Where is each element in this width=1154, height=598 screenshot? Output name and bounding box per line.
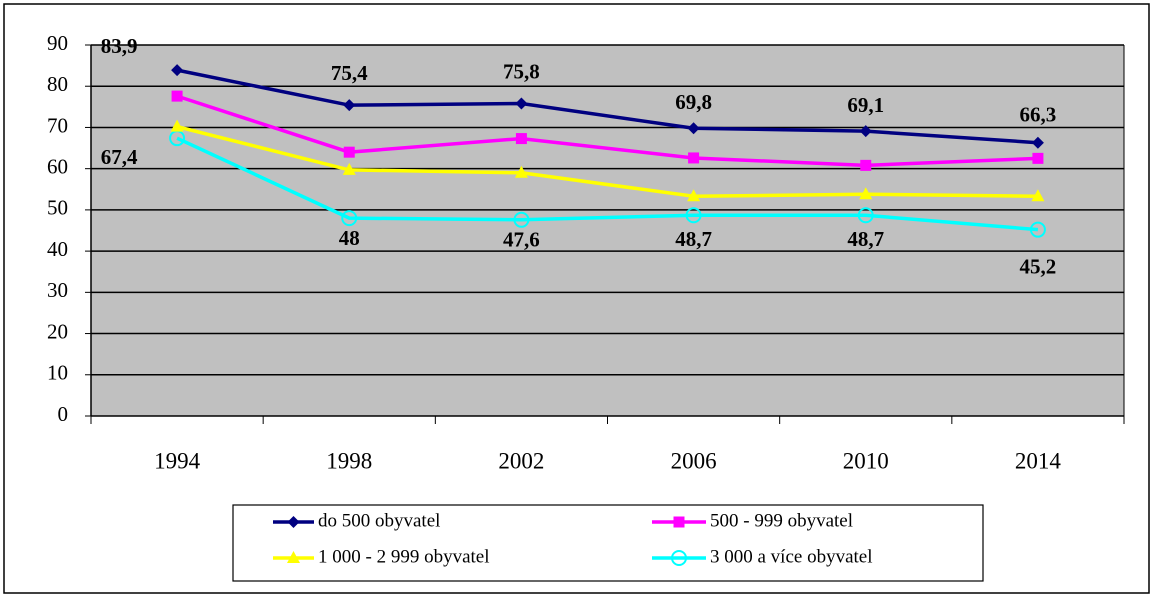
marker <box>515 133 527 145</box>
y-tick-label: 70 <box>47 113 68 137</box>
x-tick-label: 2002 <box>498 448 544 473</box>
y-tick-label: 0 <box>58 402 69 426</box>
marker <box>515 97 528 110</box>
legend-label: 500 - 999 obyvatel <box>710 510 853 531</box>
legend-label: do 500 obyvatel <box>318 510 440 531</box>
marker <box>341 210 358 227</box>
marker <box>1032 152 1044 164</box>
data-label: 48,7 <box>847 227 884 251</box>
marker <box>1029 221 1046 238</box>
marker <box>287 516 300 528</box>
marker <box>687 122 700 135</box>
y-tick-label: 20 <box>47 319 68 343</box>
data-label: 66,3 <box>1020 103 1057 127</box>
legend <box>232 504 984 582</box>
x-tick-label: 1994 <box>154 448 201 473</box>
marker <box>513 211 530 228</box>
marker <box>859 125 872 138</box>
y-tick-label: 40 <box>47 237 68 261</box>
marker <box>343 99 356 112</box>
data-label: 67,4 <box>101 145 138 169</box>
marker <box>514 165 528 178</box>
series-line <box>176 94 1038 168</box>
data-label: 75,4 <box>331 61 368 85</box>
y-tick-label: 50 <box>47 196 68 220</box>
y-tick-label: 60 <box>47 154 68 178</box>
series-line <box>176 68 1039 145</box>
data-label: 69,8 <box>675 90 712 114</box>
marker <box>688 152 700 164</box>
marker <box>170 119 184 132</box>
y-tick-label: 10 <box>47 361 68 385</box>
marker <box>342 162 356 175</box>
marker <box>171 64 184 77</box>
data-label: 45,2 <box>1020 254 1057 278</box>
marker <box>343 146 355 158</box>
legend-label: 1 000 - 2 999 obyvatel <box>318 546 490 567</box>
marker <box>857 207 874 224</box>
marker <box>673 516 685 528</box>
x-tick-label: 2010 <box>843 448 889 473</box>
data-label: 48,7 <box>675 227 712 251</box>
marker <box>171 90 183 102</box>
series-line <box>176 136 1039 232</box>
data-label: 48 <box>339 226 360 250</box>
plot-background <box>91 45 1124 416</box>
x-tick-label: 2014 <box>1015 448 1062 473</box>
marker <box>685 207 702 224</box>
marker <box>1031 136 1044 149</box>
x-tick-label: 2006 <box>671 448 717 473</box>
marker <box>1031 189 1045 202</box>
marker <box>687 189 701 202</box>
marker <box>671 550 687 566</box>
series-line <box>176 124 1038 199</box>
y-tick-label: 30 <box>47 278 68 302</box>
y-tick-label: 80 <box>47 72 68 96</box>
data-label: 69,1 <box>847 93 884 117</box>
data-label: 47,6 <box>503 228 540 252</box>
marker <box>859 187 873 200</box>
marker <box>287 551 300 563</box>
data-label: 75,8 <box>503 59 540 83</box>
marker <box>860 159 872 171</box>
y-tick-label: 90 <box>47 31 68 55</box>
legend-label: 3 000 a více obyvatel <box>710 546 873 567</box>
data-label: 83,9 <box>101 34 138 58</box>
x-tick-label: 1998 <box>326 448 372 473</box>
